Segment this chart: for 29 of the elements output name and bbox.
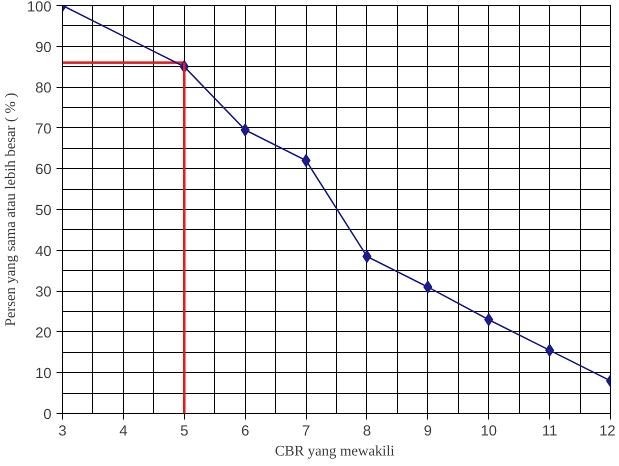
y-tick-label: 50 bbox=[35, 203, 52, 219]
y-tick-label: 100 bbox=[27, 0, 52, 16]
point bbox=[302, 154, 311, 168]
y-tick-label: 80 bbox=[35, 80, 52, 97]
y-tick-label: 20 bbox=[35, 325, 52, 342]
y-tick-label: 0 bbox=[43, 407, 52, 423]
x-tick-label: 4 bbox=[119, 424, 128, 440]
y-tick-label: 90 bbox=[35, 40, 52, 56]
point bbox=[545, 344, 554, 357]
y-tick-label: 30 bbox=[35, 284, 52, 301]
x-tick-label: 8 bbox=[362, 424, 372, 440]
x-tick-label: 7 bbox=[302, 424, 310, 440]
y-tick-label: 60 bbox=[35, 162, 52, 178]
x-tick-label: 12 bbox=[599, 424, 616, 440]
x-tick-label: 9 bbox=[424, 424, 432, 440]
x-axis-title: CBR yang mewakili bbox=[274, 444, 395, 460]
x-tick-label: 10 bbox=[480, 424, 497, 440]
x-tick-label: 11 bbox=[542, 424, 558, 440]
y-tick-label: 40 bbox=[35, 244, 52, 260]
y-tick-label: 70 bbox=[35, 121, 52, 138]
point bbox=[423, 280, 432, 294]
point bbox=[484, 313, 494, 326]
y-axis-title: Persen yang sama atau lebih besar ( % ) bbox=[3, 92, 20, 326]
x-tick-label: 6 bbox=[241, 424, 250, 440]
x-tick-label: 5 bbox=[180, 424, 188, 440]
point bbox=[362, 250, 372, 263]
point bbox=[240, 123, 250, 136]
y-tick-label: 10 bbox=[35, 366, 52, 382]
x-tick-label: 3 bbox=[58, 424, 67, 440]
